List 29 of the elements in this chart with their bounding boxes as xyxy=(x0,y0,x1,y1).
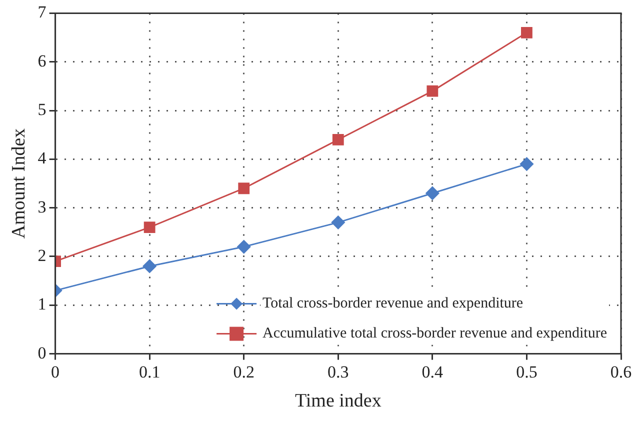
x-tick-label: 0 xyxy=(51,362,60,382)
point xyxy=(332,134,344,146)
y-tick-label: 6 xyxy=(38,51,46,70)
x-tick-label: 0.6 xyxy=(610,362,632,382)
x-tick-label: 0.4 xyxy=(422,362,444,382)
legend-label: Total cross-border revenue and expenditure xyxy=(262,296,524,312)
point xyxy=(426,85,438,97)
x-tick-label: 0.2 xyxy=(233,362,254,382)
y-tick-label: 4 xyxy=(38,148,47,168)
y-tick-label: 0 xyxy=(38,343,46,362)
y-tick-label: 7 xyxy=(38,2,47,22)
point xyxy=(237,240,251,254)
y-tick-label: 3 xyxy=(38,197,46,216)
y-axis-title: Amount Index xyxy=(8,128,30,239)
point xyxy=(520,157,534,171)
x-tick-label: 0.5 xyxy=(516,362,538,382)
y-tick-label: 1 xyxy=(38,294,46,314)
x-tick-label: 0.3 xyxy=(328,362,349,382)
legend-label: Accumulative total cross-border revenue and expenditure xyxy=(262,326,608,342)
y-tick-label: 5 xyxy=(38,100,46,119)
x-tick-label: 0.1 xyxy=(138,362,160,382)
point xyxy=(144,222,156,233)
point xyxy=(238,182,250,194)
y-tick-label: 2 xyxy=(38,246,46,265)
point xyxy=(331,216,345,230)
point xyxy=(426,186,440,200)
point xyxy=(142,259,156,273)
x-axis-title: Time index xyxy=(294,390,382,412)
point xyxy=(521,26,532,38)
